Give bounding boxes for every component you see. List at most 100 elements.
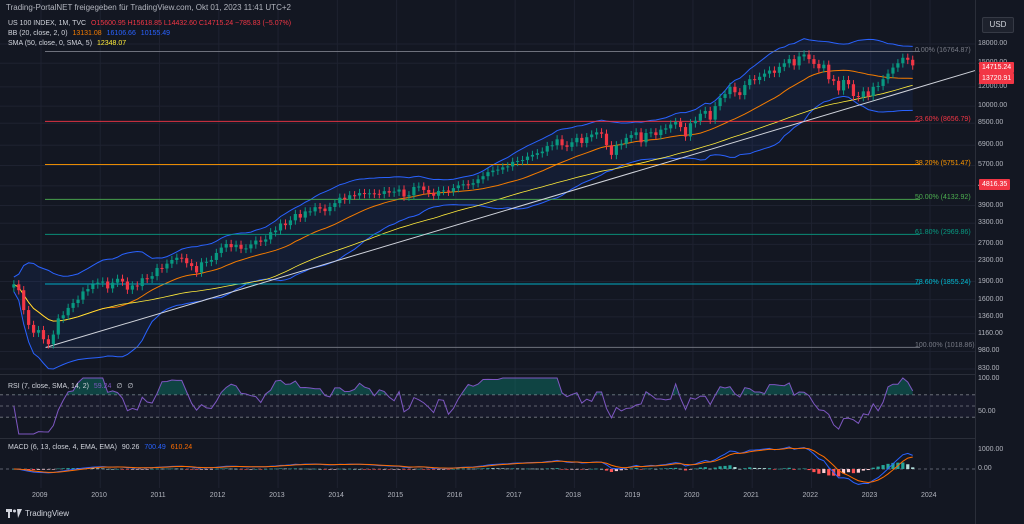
macd-bar: [91, 468, 95, 469]
time-axis-label: 2023: [861, 492, 878, 499]
pane-separator-macd[interactable]: [0, 438, 975, 439]
macd-bar: [634, 467, 638, 469]
legend-macd-row[interactable]: MACD (6, 13, close, 4, EMA, EMA) 90.26 7…: [8, 444, 192, 451]
candle-body: [639, 132, 643, 143]
macd-bar: [31, 469, 36, 471]
macd-bar: [491, 468, 495, 469]
candle-body: [86, 289, 90, 292]
candle-body: [61, 315, 65, 319]
macd-bar: [748, 467, 752, 469]
candle-body: [812, 59, 816, 64]
candle-body: [328, 206, 332, 212]
currency-button[interactable]: USD: [982, 17, 1014, 33]
macd-bar: [881, 465, 885, 469]
candle-body: [244, 248, 248, 250]
macd-bar: [614, 469, 618, 472]
macd-bar: [402, 469, 406, 470]
candle-body: [46, 339, 51, 345]
macd-bar: [560, 469, 564, 470]
candle-body: [362, 193, 367, 195]
candle-body: [511, 161, 515, 167]
price-axis-label: 18000.00: [978, 40, 1008, 47]
macd-bar: [41, 469, 46, 470]
macd-bar: [372, 469, 376, 470]
macd-bar: [841, 469, 846, 474]
macd-bar: [797, 468, 801, 470]
macd-bar: [446, 469, 451, 470]
candle-body: [432, 192, 436, 196]
macd-bar: [239, 469, 243, 470]
candle-body: [27, 310, 31, 325]
candle-body: [634, 132, 638, 136]
price-axis-label: 5700.00: [978, 161, 1004, 169]
macd-bar: [530, 468, 535, 470]
candle-body: [372, 193, 376, 195]
time-axis-label: 2012: [209, 492, 226, 499]
time-axis-label: 2011: [150, 492, 166, 499]
candle-body: [723, 94, 727, 98]
candle-body: [748, 79, 752, 86]
price-axis-label: 6900.00: [978, 141, 1004, 149]
trendline: [45, 70, 976, 348]
tradingview-logo[interactable]: TradingView: [6, 509, 69, 518]
macd-bar: [570, 469, 574, 470]
macd-bar: [387, 469, 391, 470]
candle-body: [120, 278, 125, 282]
candle-body: [678, 122, 683, 128]
candle-body: [520, 160, 525, 162]
price-axis-label: 1360.00: [978, 312, 1004, 320]
macd-bar: [190, 469, 194, 470]
candle-body: [674, 122, 678, 125]
macd-bar: [36, 469, 41, 470]
macd-bar: [303, 468, 307, 470]
macd-bar: [298, 468, 302, 470]
pane-separator-rsi[interactable]: [0, 374, 975, 375]
legend-bb-row[interactable]: BB (20, close, 2, 0) 13131.08 16106.66 1…: [8, 30, 170, 37]
macd-bar: [348, 468, 352, 470]
candle-body: [861, 91, 865, 97]
candle-body: [17, 284, 21, 291]
macd-bar: [639, 469, 643, 470]
candle-body: [846, 80, 851, 85]
candle-body: [293, 214, 297, 221]
candle-body: [708, 110, 712, 120]
candle-body: [753, 79, 757, 81]
macd-bar: [837, 469, 841, 477]
legend-symbol[interactable]: US 100 INDEX, 1M, TVC: [8, 20, 87, 27]
macd-bar: [604, 469, 609, 471]
macd-bar: [486, 468, 490, 469]
candle-body: [570, 142, 574, 147]
macd-bar: [698, 467, 702, 469]
candle-body: [348, 195, 352, 200]
candle-body: [145, 278, 149, 280]
candle-body: [451, 188, 455, 192]
macd-bar: [753, 467, 757, 469]
candle-body: [688, 123, 693, 137]
macd-bar: [762, 468, 767, 469]
fib-label-5: 78.60% (1855.24): [915, 279, 971, 287]
macd-bar: [353, 468, 357, 470]
candle-body: [906, 57, 910, 60]
candle-body: [501, 167, 505, 170]
macd-bar: [758, 468, 762, 469]
macd-bar: [674, 467, 678, 469]
time-axis-label: 2009: [32, 492, 48, 499]
candle-body: [713, 106, 717, 120]
macd-bar: [688, 469, 693, 470]
macd-bar: [357, 468, 362, 470]
legend-rsi-row[interactable]: RSI (7, close, SMA, 14, 2) 59.24 ∅ ∅: [8, 382, 134, 390]
candle-body: [125, 281, 130, 290]
time-axis-label: 2015: [387, 492, 404, 499]
legend-sma-row[interactable]: SMA (50, close, 0, SMA, 5) 12348.07: [8, 40, 126, 47]
candle-body: [827, 64, 831, 80]
candle-body: [491, 170, 495, 173]
candle-body: [856, 96, 860, 98]
tradingview-wordmark: TradingView: [25, 509, 70, 518]
candle-body: [353, 195, 357, 197]
candle-body: [525, 156, 530, 161]
candle-body: [802, 54, 806, 57]
fib-label-2: 38.20% (5751.47): [915, 159, 971, 167]
candle-body: [338, 197, 342, 204]
grid-lines: [0, 0, 975, 488]
